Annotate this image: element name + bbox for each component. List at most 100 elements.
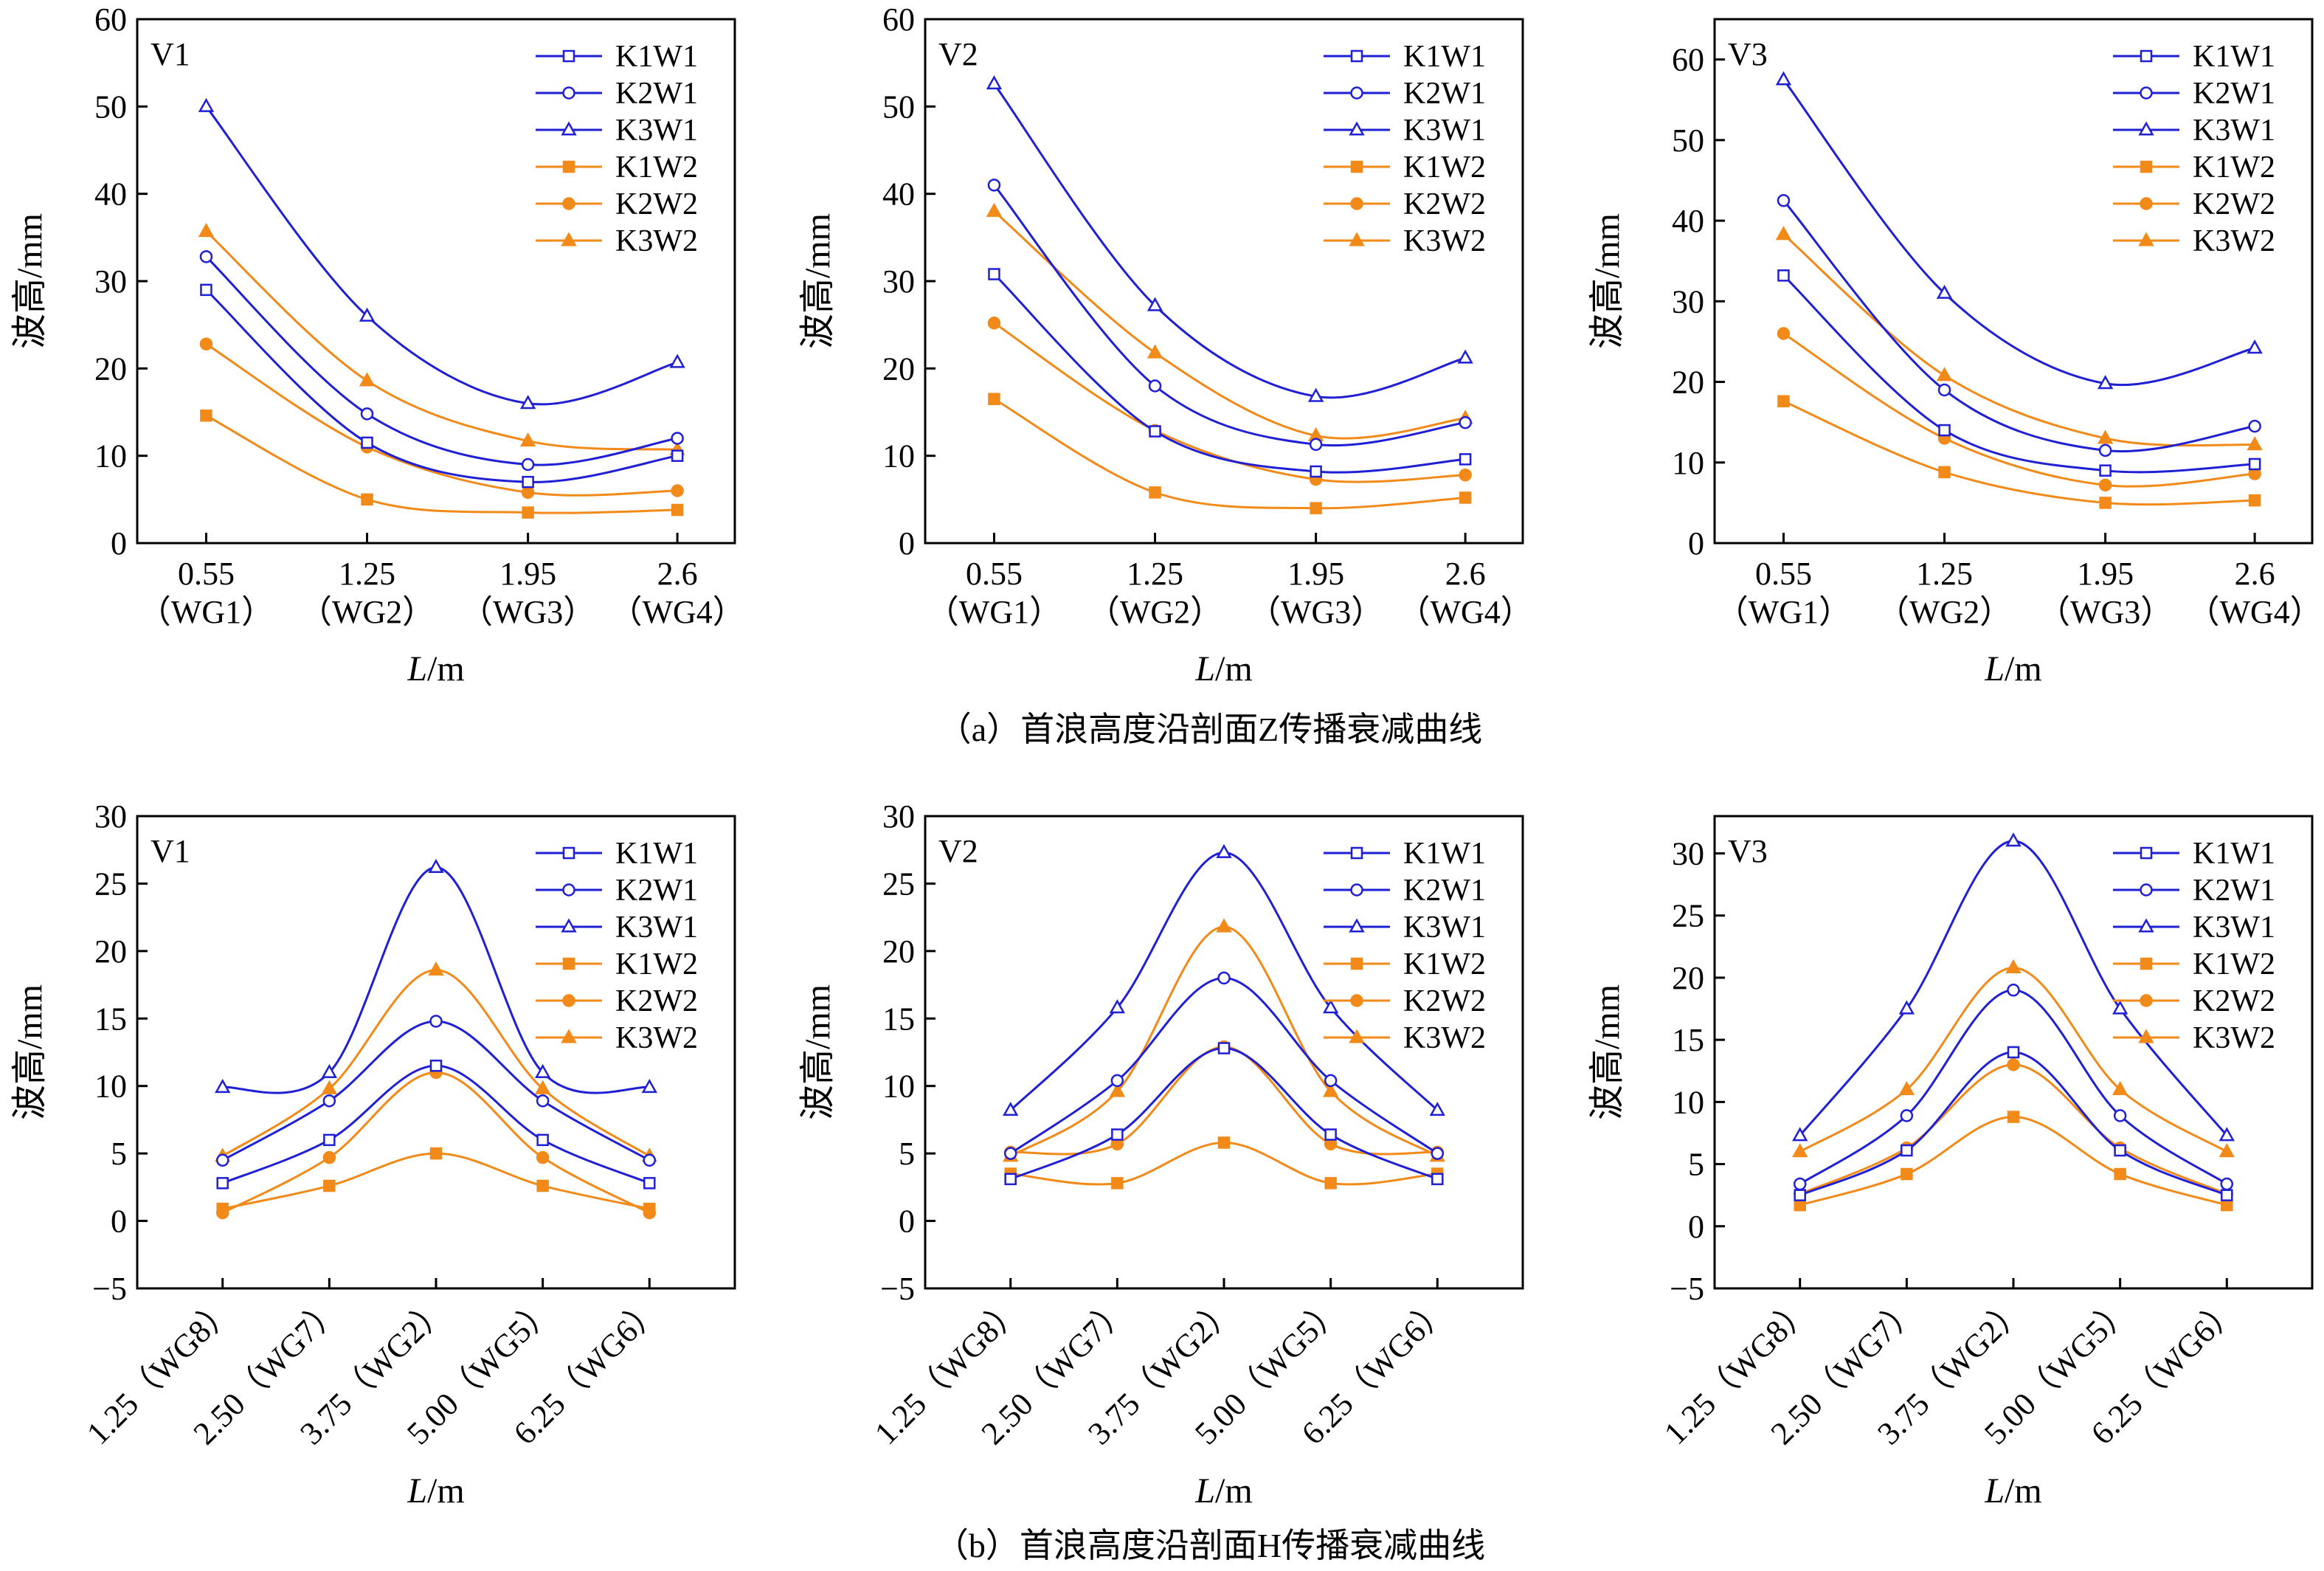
legend-label-k1w1: K1W1 — [615, 837, 698, 871]
series-k2w2 — [1793, 1058, 2234, 1201]
y-tick-label: 20 — [882, 351, 915, 387]
data-point-k3w1 — [1109, 999, 1126, 1014]
series-k3w2 — [198, 222, 685, 455]
legend-marker-k3w2 — [561, 232, 577, 246]
legend-marker-k3w1 — [561, 918, 577, 933]
data-point-k3w1 — [1792, 1127, 1808, 1142]
legend-label-k2w1: K2W1 — [1403, 77, 1486, 111]
data-point-k1w2 — [200, 409, 212, 422]
data-point-k1w1 — [2007, 1046, 2020, 1059]
data-point-k3w1 — [1775, 71, 1792, 86]
y-tick-label: 0 — [111, 1204, 127, 1240]
series-k2w1 — [1777, 194, 2261, 458]
series-k3w1 — [986, 75, 1473, 402]
data-point-k2w2 — [521, 486, 535, 500]
legend-label-k3w2: K3W2 — [2193, 1021, 2275, 1055]
data-point-k2w2 — [2098, 478, 2112, 492]
x-tick-sublabel: （WG3） — [460, 594, 595, 630]
panel-label: V3 — [1728, 833, 1768, 869]
chart-panel-b-v1: −50510152025301.25（WG8）2.50（WG7）3.75（WG2… — [10, 798, 736, 1510]
data-point-k3w1 — [1216, 843, 1232, 858]
data-point-k3w1 — [428, 858, 444, 874]
series-k1w2 — [1794, 1111, 2233, 1212]
data-point-k1w2 — [2007, 1111, 2020, 1123]
data-point-k2w1 — [1431, 1147, 1445, 1160]
data-point-k1w2 — [1777, 395, 1790, 408]
data-point-k3w2 — [1792, 1143, 1808, 1158]
data-point-k3w2 — [198, 222, 215, 238]
chart-panel-a-v3: 0 10 20 30 40 50 60 0.55（WG1） 1.25（WG2） 1.95（WG3）… — [1588, 18, 2323, 688]
legend-marker-k3w1 — [2138, 121, 2154, 136]
x-tick-label: 0.55 — [178, 556, 235, 592]
legend-marker-k3w1 — [1349, 121, 1365, 136]
y-tick-label: 15 — [94, 1001, 127, 1037]
data-point-k2w1 — [671, 432, 684, 445]
y-tick-label: 40 — [882, 176, 915, 213]
series-line-k1w1 — [222, 1064, 650, 1184]
data-point-k3w1 — [1898, 1000, 1915, 1015]
data-point-k3w1 — [641, 1078, 657, 1094]
x-tick-sublabel: （WG1） — [139, 594, 274, 630]
legend-marker-k2w2 — [562, 994, 575, 1007]
data-point-k2w1 — [1777, 194, 1791, 207]
data-point-k2w1 — [2248, 419, 2261, 433]
y-tick-label: 30 — [1672, 836, 1704, 872]
panel-label: V2 — [938, 833, 978, 869]
y-tick-label: 10 — [1672, 445, 1704, 481]
legend-label-k3w2: K3W2 — [1403, 1021, 1486, 1055]
data-point-k3w2 — [1216, 918, 1232, 933]
x-tick-label: 1.25 — [1916, 556, 1973, 592]
caption-a: （a）首浪高度沿剖面Z传播衰减曲线 — [938, 711, 1483, 748]
x-axis-label: L/m — [1984, 1471, 2041, 1510]
chart-panel-a-v2: 0 10 20 30 40 50 60 0.55（WG1） 1.25（WG2） 1.95（WG3）… — [798, 1, 1533, 688]
legend-label-k1w2: K1W2 — [1403, 151, 1486, 184]
legend-marker-k1w1 — [562, 49, 575, 63]
series-line-k1w2 — [205, 414, 678, 514]
data-point-k3w2 — [2112, 1080, 2128, 1096]
data-point-k3w1 — [519, 395, 536, 410]
data-point-k3w2 — [2218, 1143, 2235, 1158]
data-point-k1w1 — [2099, 464, 2112, 477]
legend-label-k1w2: K1W2 — [615, 151, 698, 184]
data-point-k1w2 — [1324, 1177, 1337, 1190]
y-tick-label: 10 — [94, 438, 127, 474]
data-point-k2w2 — [1777, 327, 1791, 340]
legend-marker-k2w2 — [1350, 197, 1363, 210]
data-point-k2w1 — [1324, 1074, 1338, 1088]
data-point-k2w1 — [322, 1094, 336, 1108]
data-point-k1w2 — [1310, 502, 1322, 514]
series-line-k3w1 — [205, 106, 678, 406]
data-point-k3w2 — [1147, 344, 1163, 359]
data-point-k3w1 — [2112, 1000, 2128, 1015]
data-point-k3w2 — [2097, 429, 2114, 444]
y-tick-label: 10 — [882, 1068, 915, 1105]
legend-label-k1w2: K1W2 — [1403, 947, 1486, 981]
data-point-k1w2 — [1901, 1167, 1913, 1181]
legend-label-k1w1: K1W1 — [2193, 40, 2275, 74]
data-point-k3w1 — [534, 1063, 551, 1078]
x-tick-sublabel: （WG2） — [1877, 594, 2012, 630]
y-tick-label: 50 — [94, 89, 127, 125]
y-tick-label: 60 — [94, 1, 127, 38]
y-tick-label: 20 — [882, 933, 915, 970]
data-point-k3w1 — [1307, 387, 1324, 402]
data-point-k2w1 — [987, 179, 1001, 192]
data-point-k2w1 — [521, 458, 535, 472]
legend-marker-k1w2 — [562, 957, 575, 970]
data-point-k1w2 — [323, 1179, 336, 1192]
data-point-k1w1 — [536, 1133, 549, 1147]
data-point-k1w2 — [536, 1179, 549, 1192]
y-tick-label: 15 — [1672, 1022, 1704, 1058]
data-point-k1w1 — [1149, 425, 1161, 438]
data-point-k2w2 — [987, 317, 1001, 330]
data-point-k2w1 — [1900, 1109, 1914, 1122]
data-point-k3w1 — [215, 1078, 231, 1094]
y-tick-label: 40 — [1672, 203, 1704, 239]
data-point-k2w1 — [199, 250, 213, 263]
x-axis-label: L/m — [1194, 1471, 1252, 1510]
series-line-k3w1 — [993, 83, 1466, 399]
legend-label-k3w2: K3W2 — [615, 224, 698, 258]
data-point-k2w2 — [671, 484, 684, 497]
legend-marker-k2w2 — [1350, 994, 1363, 1007]
